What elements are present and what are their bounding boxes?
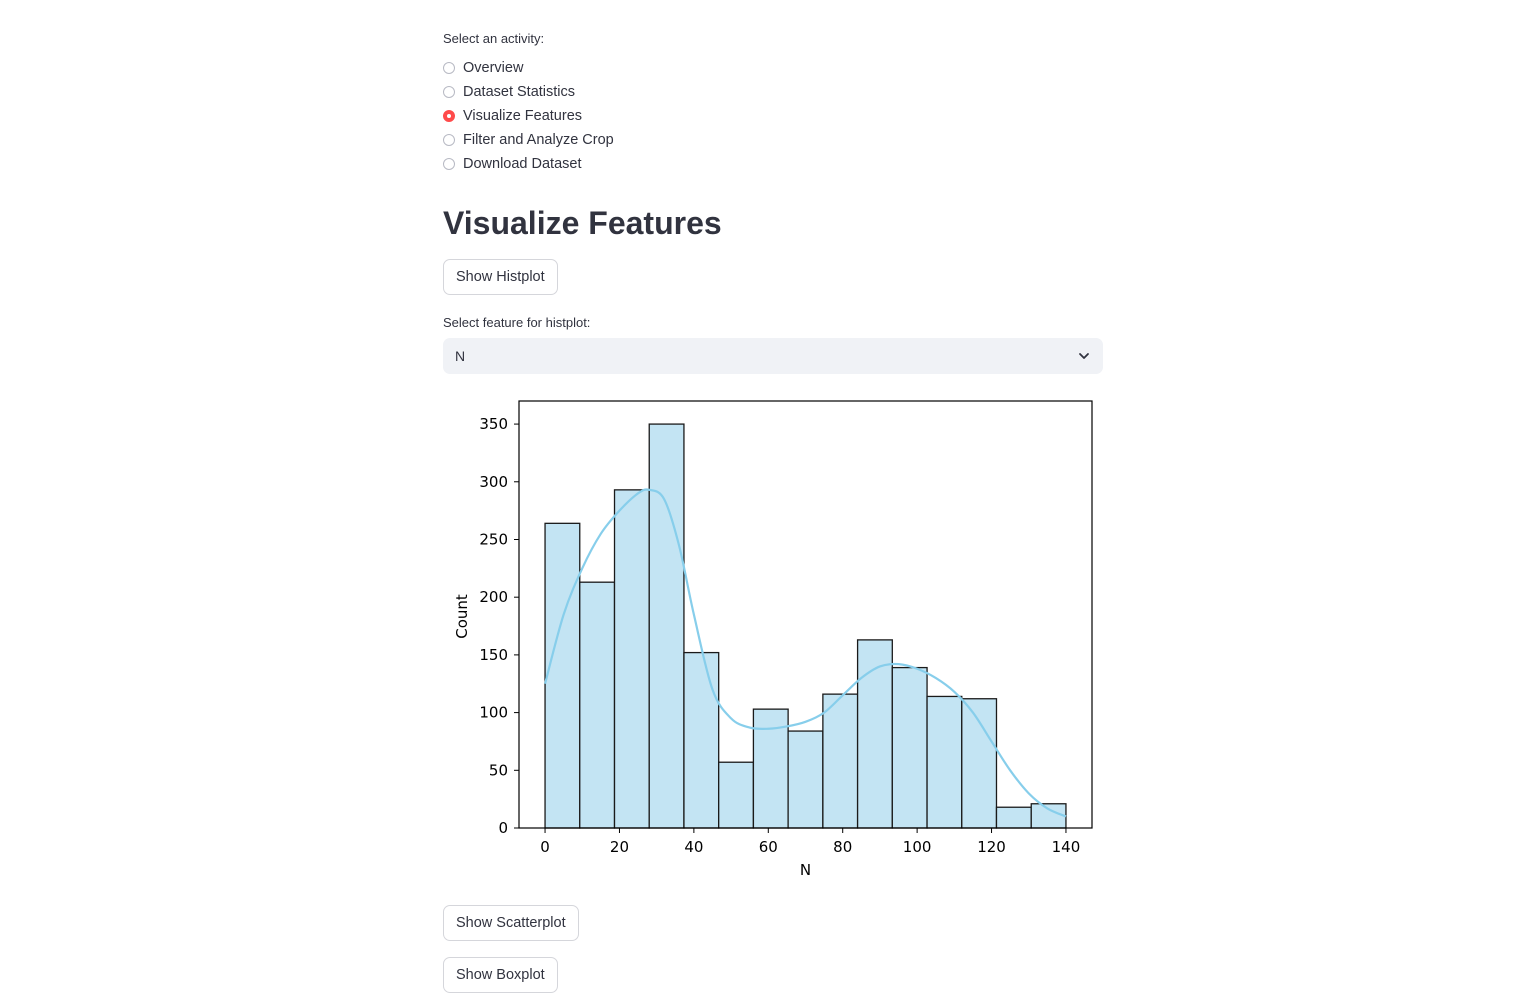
radio-unselected-icon[interactable]: [443, 62, 455, 74]
y-tick-label: 150: [479, 646, 508, 664]
histogram-bar: [613, 489, 650, 829]
y-axis-label: Count: [453, 594, 471, 639]
x-tick-label: 20: [610, 838, 629, 856]
y-tick-label: 350: [479, 415, 508, 433]
activity-radio-group[interactable]: Overview Dataset Statistics Visualize Feat…: [443, 56, 614, 176]
histogram-chart: 0 20 40 60 80 100 120 140 0 50 100 150 200 250 300 350 N…: [453, 400, 1093, 879]
show-scatterplot-button[interactable]: Show Scatterplot: [443, 905, 579, 941]
y-tick-label: 100: [479, 704, 508, 722]
histogram-bar: [891, 666, 928, 829]
y-tick-label: 250: [479, 530, 508, 548]
radio-selected-icon[interactable]: [443, 110, 455, 122]
histogram-bar: [683, 651, 720, 829]
activity-option[interactable]: Filter and Analyze Crop: [443, 128, 614, 152]
plot-frame: [518, 400, 1093, 829]
page-title: Visualize Features: [443, 205, 722, 241]
activity-option[interactable]: Overview: [443, 56, 614, 80]
kde-line: [543, 488, 1067, 818]
histogram-bar: [1030, 803, 1067, 829]
histogram-bar: [995, 806, 1032, 829]
activity-option[interactable]: Dataset Statistics: [443, 80, 614, 104]
y-tick-label: 50: [489, 761, 508, 779]
activity-option-label: Visualize Features: [463, 108, 583, 124]
x-axis-label: N: [800, 861, 811, 879]
activity-label: Select an activity:: [443, 31, 545, 46]
activity-option-label: Download Dataset: [463, 156, 582, 172]
chevron-down-icon: [1079, 353, 1089, 359]
activity-option-label: Filter and Analyze Crop: [463, 132, 614, 148]
feature-select-value: N: [455, 348, 466, 364]
x-tick-label: 40: [684, 838, 703, 856]
x-tick-label: 60: [759, 838, 778, 856]
histogram-bar: [648, 423, 685, 829]
activity-option[interactable]: Download Dataset: [443, 152, 614, 176]
y-tick-label: 0: [498, 819, 508, 837]
x-tick-label: 100: [903, 838, 932, 856]
histogram-bar: [718, 761, 755, 829]
histogram-bar: [579, 581, 616, 829]
radio-unselected-icon[interactable]: [443, 158, 455, 170]
feature-select[interactable]: N: [443, 338, 1103, 374]
histogram-bar: [544, 522, 581, 829]
histogram-bar: [926, 695, 963, 829]
feature-select-label: Select feature for histplot:: [443, 315, 591, 330]
x-tick-label: 140: [1052, 838, 1081, 856]
radio-unselected-icon[interactable]: [443, 86, 455, 98]
y-tick-label: 300: [479, 473, 508, 491]
show-histplot-button[interactable]: Show Histplot: [443, 259, 558, 295]
x-tick-label: 80: [833, 838, 852, 856]
activity-option[interactable]: Visualize Features: [443, 104, 614, 128]
y-tick-label: 200: [479, 588, 508, 606]
radio-unselected-icon[interactable]: [443, 134, 455, 146]
histogram-bar: [822, 693, 859, 829]
activity-option-label: Dataset Statistics: [463, 84, 576, 100]
x-tick-label: 0: [540, 838, 550, 856]
show-boxplot-button[interactable]: Show Boxplot: [443, 957, 558, 993]
x-tick-label: 120: [977, 838, 1006, 856]
histogram-bar: [787, 730, 824, 829]
histogram-bar: [961, 698, 998, 829]
activity-option-label: Overview: [463, 60, 524, 76]
